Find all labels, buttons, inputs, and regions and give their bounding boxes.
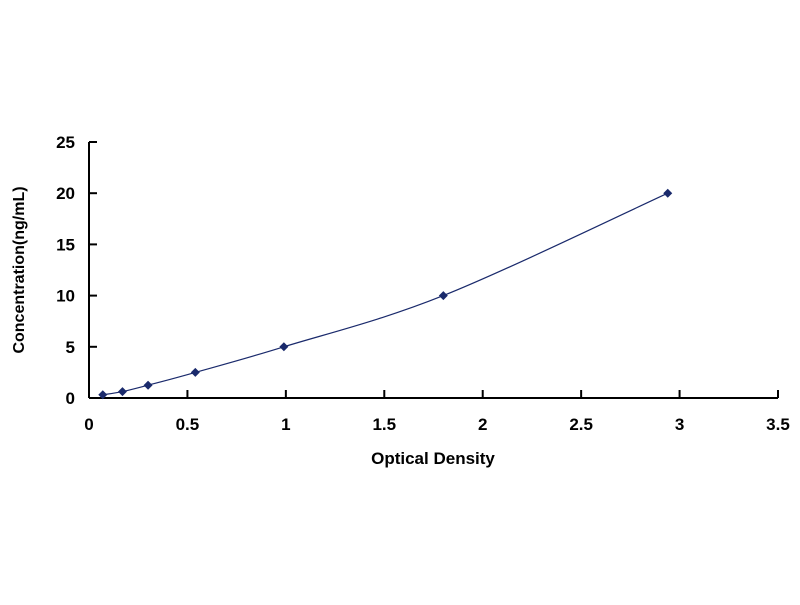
y-tick-label: 20	[56, 184, 75, 203]
x-tick-label: 3.5	[766, 415, 790, 434]
data-point	[190, 367, 200, 377]
data-point	[663, 188, 673, 198]
y-tick-label: 15	[56, 235, 75, 254]
data-point	[98, 390, 108, 400]
x-tick-label: 3	[675, 415, 684, 434]
x-tick-label: 1.5	[372, 415, 396, 434]
y-tick-label: 10	[56, 287, 75, 306]
x-tick-label: 0.5	[176, 415, 200, 434]
x-tick-label: 2	[478, 415, 487, 434]
y-tick-label: 25	[56, 133, 75, 152]
x-tick-label: 2.5	[569, 415, 593, 434]
series-line	[102, 192, 669, 396]
y-tick-label: 5	[66, 338, 75, 357]
y-tick-label: 0	[66, 389, 75, 408]
data-point	[143, 380, 153, 390]
x-axis-label: Optical Density	[371, 449, 495, 468]
data-point	[117, 387, 127, 397]
marks	[98, 188, 673, 400]
x-tick-label: 0	[84, 415, 93, 434]
data-point	[438, 291, 448, 301]
axes: 0 0.5 1 1.5 2 2.5 3 3.5 0 5 10 15 20 25	[56, 133, 790, 434]
data-point	[279, 342, 289, 352]
x-tick-label: 1	[281, 415, 290, 434]
y-axis-label: Concentration(ng/mL)	[11, 186, 28, 353]
